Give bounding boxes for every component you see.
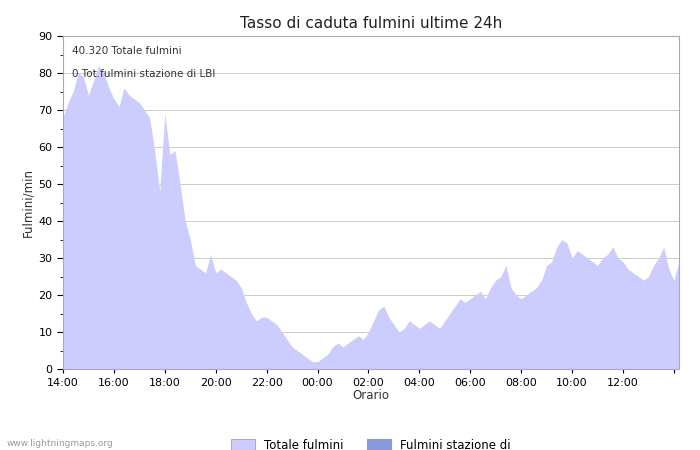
Legend: Totale fulmini, Fulmini stazione di: Totale fulmini, Fulmini stazione di <box>226 434 516 450</box>
Text: 0 Tot.fulmini stazione di LBI: 0 Tot.fulmini stazione di LBI <box>72 69 216 79</box>
Title: Tasso di caduta fulmini ultime 24h: Tasso di caduta fulmini ultime 24h <box>240 16 502 31</box>
Y-axis label: Fulmini/min: Fulmini/min <box>21 168 34 237</box>
Text: www.lightningmaps.org: www.lightningmaps.org <box>7 439 113 448</box>
X-axis label: Orario: Orario <box>353 389 389 402</box>
Text: 40.320 Totale fulmini: 40.320 Totale fulmini <box>72 46 182 56</box>
